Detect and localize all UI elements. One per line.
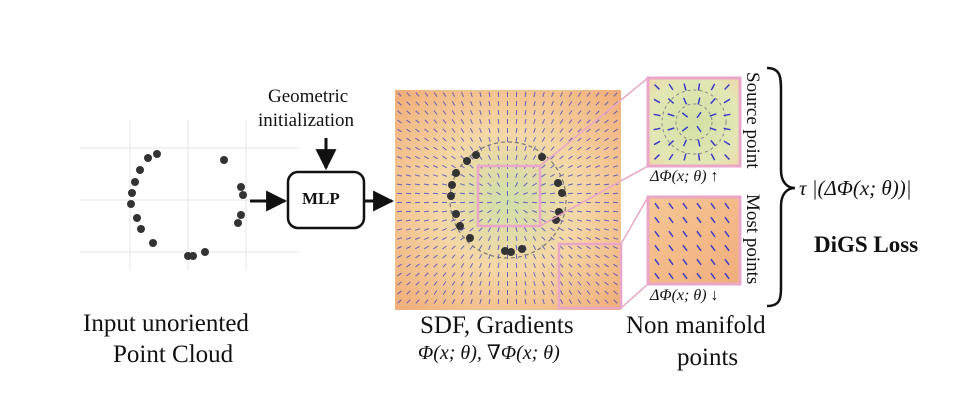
nonmanifold-line1: Non manifold	[626, 312, 766, 339]
source-point-inset	[646, 76, 742, 168]
source-point-side-label: Source point	[742, 72, 763, 169]
nonmanifold-selection-box	[557, 242, 623, 310]
nonmanifold-inset	[646, 195, 742, 286]
mlp-box	[286, 170, 366, 230]
sdf-line1: SDF, Gradients	[420, 312, 574, 339]
loss-brace	[766, 66, 796, 308]
input-point-cloud	[127, 150, 247, 260]
top-inset-formula: ΔΦ(x; θ) ↑	[650, 168, 719, 185]
sdf-zero-level-circle	[449, 141, 567, 259]
input-line2: Point Cloud	[113, 341, 234, 368]
input-line1: Input unoriented	[83, 310, 249, 337]
geo-init-line2: initialization	[258, 110, 355, 131]
source-inset-ticks	[653, 83, 731, 161]
loss-title: DiGS Loss	[814, 232, 919, 257]
sdf-formula: Φ(x; θ), ∇Φ(x; θ)	[418, 342, 560, 364]
geo-init-line1: Geometric	[268, 86, 349, 107]
input-grid	[80, 120, 300, 270]
loss-expression: τ |(ΔΦ(x; θ))|	[799, 176, 912, 200]
sdf-gradient-ticks	[396, 91, 619, 305]
source-selection-box	[476, 164, 542, 228]
most-points-side-label: Most points	[742, 194, 763, 285]
bottom-inset-formula: ΔΦ(x; θ) ↓	[650, 287, 719, 304]
mlp-label: MLP	[302, 189, 340, 208]
sdf-point-cloud	[447, 151, 566, 256]
nonmanifold-line2: points	[677, 344, 739, 371]
nonmanifold-inset-ticks	[654, 202, 730, 280]
